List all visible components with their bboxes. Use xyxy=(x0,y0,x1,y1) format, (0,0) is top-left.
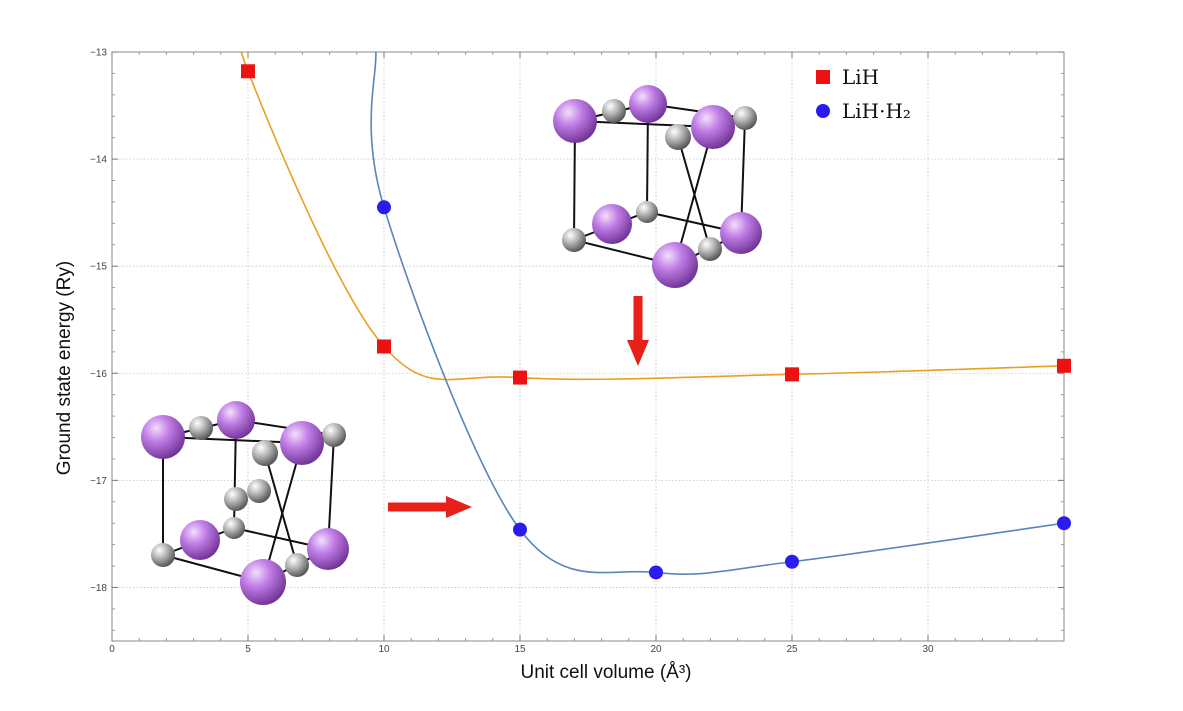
li-atom xyxy=(553,99,597,143)
y-tick-label: −13 xyxy=(90,48,107,59)
li-atom xyxy=(720,212,762,254)
points xyxy=(241,64,1071,580)
h-atom xyxy=(247,479,271,503)
y-tick-label: −14 xyxy=(90,155,107,166)
lih-point xyxy=(785,367,799,382)
h-atom xyxy=(602,99,626,123)
h-atom xyxy=(224,487,248,511)
legend: LiH LiH·H₂ xyxy=(816,65,911,123)
lih-h2-point xyxy=(785,554,799,569)
h-atom xyxy=(698,237,722,261)
lih-h2-point xyxy=(1057,516,1071,531)
x-tick-label: 5 xyxy=(245,644,251,655)
legend-marker-lih-h2 xyxy=(816,104,830,118)
y-tick-label: −17 xyxy=(90,476,107,487)
h-atom xyxy=(562,228,586,252)
ticks: 0 5 10 15 20 25 30 −13 −14 −15 −16 −17 −18 xyxy=(90,48,1064,655)
li-atom xyxy=(240,559,286,605)
red-arrow xyxy=(388,496,472,518)
lih-h2-point xyxy=(513,522,527,537)
x-tick-label: 30 xyxy=(922,644,934,655)
lih-point xyxy=(1057,358,1071,373)
x-axis-title: Unit cell volume (Å³) xyxy=(520,662,691,683)
li-atom xyxy=(629,85,667,123)
x-tick-label: 10 xyxy=(378,644,390,655)
plot-frame xyxy=(111,51,1065,642)
legend-label-lih: LiH xyxy=(842,65,879,89)
li-atom xyxy=(307,528,349,570)
li-atom xyxy=(180,520,220,560)
h-atom xyxy=(665,124,691,150)
h-atom xyxy=(285,553,309,577)
li-atom xyxy=(592,204,632,244)
legend-marker-lih xyxy=(816,70,830,84)
h-atom xyxy=(322,423,346,447)
lih-h2-point xyxy=(377,200,391,215)
li-atom xyxy=(217,401,255,439)
y-tick-label: −18 xyxy=(90,583,107,594)
h-atom xyxy=(189,416,213,440)
lih-point xyxy=(241,64,255,79)
lih-point xyxy=(377,339,391,354)
y-tick-label: −16 xyxy=(90,369,107,380)
h-atom xyxy=(636,201,658,223)
y-tick-label: −15 xyxy=(90,262,107,273)
crystal-structure-inset xyxy=(141,401,349,605)
lih-h2-point xyxy=(649,565,663,580)
x-tick-label: 15 xyxy=(514,644,526,655)
lih-point xyxy=(513,370,527,385)
li-atom xyxy=(141,415,185,459)
h-atom xyxy=(252,440,278,466)
li-atom xyxy=(652,242,698,288)
arrows xyxy=(388,296,649,518)
h-atom xyxy=(733,106,757,130)
crystal-structure-inset xyxy=(553,85,762,288)
x-tick-label: 25 xyxy=(786,644,798,655)
x-tick-label: 20 xyxy=(650,644,662,655)
insets xyxy=(141,85,762,605)
h-atom xyxy=(223,517,245,539)
li-atom xyxy=(691,105,735,149)
h-atom xyxy=(151,543,175,567)
li-atom xyxy=(280,421,324,465)
legend-label-lih-h2: LiH·H₂ xyxy=(842,99,911,123)
red-arrow xyxy=(627,296,649,366)
y-axis-title: Ground state energy (Ry) xyxy=(54,261,75,475)
x-tick-label: 0 xyxy=(109,644,115,655)
